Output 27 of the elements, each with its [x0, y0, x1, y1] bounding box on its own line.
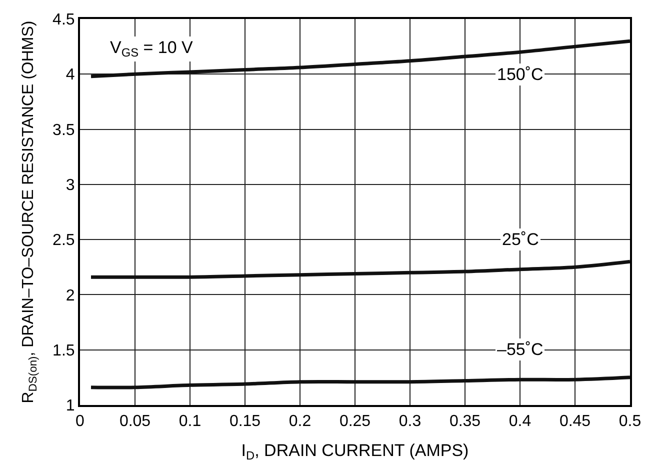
- annotation: V$_{GS}$ = 10 V: [110, 38, 194, 60]
- x-tick-label: 0: [76, 413, 85, 430]
- y-tick-label: 2.5: [52, 232, 75, 250]
- series-label: 150˚C: [497, 65, 544, 84]
- x-tick-label: 0.3: [398, 413, 422, 430]
- line-series: [89, 260, 630, 279]
- x-tick-label: 0.35: [449, 413, 481, 430]
- x-tick-label: 0.5: [618, 413, 642, 430]
- y-tick-label: 4.5: [52, 12, 75, 29]
- series-label: 25˚C: [502, 230, 539, 249]
- series-label: –55˚C: [497, 340, 544, 359]
- x-axis-title: I$_{D}$, DRAIN CURRENT (AMPS): [241, 441, 469, 463]
- y-tick-label: 2: [66, 287, 75, 304]
- x-tick-label: 0.45: [559, 413, 591, 430]
- y-tick-label: 3: [66, 177, 75, 194]
- line-series: [89, 39, 630, 78]
- x-tick-label: 0.1: [178, 413, 202, 430]
- line-series: [89, 376, 630, 390]
- x-tick-label: 0.25: [339, 413, 371, 430]
- y-tick-label: 1.5: [52, 342, 75, 360]
- x-tick-label: 0.4: [508, 413, 532, 430]
- y-tick-label: 4: [66, 66, 75, 84]
- y-tick-label: 1: [66, 398, 75, 415]
- x-tick-label: 0.2: [288, 413, 312, 430]
- y-tick-label: 3.5: [52, 122, 75, 139]
- x-tick-label: 0.15: [229, 413, 261, 430]
- x-tick-label: 0.05: [119, 413, 151, 430]
